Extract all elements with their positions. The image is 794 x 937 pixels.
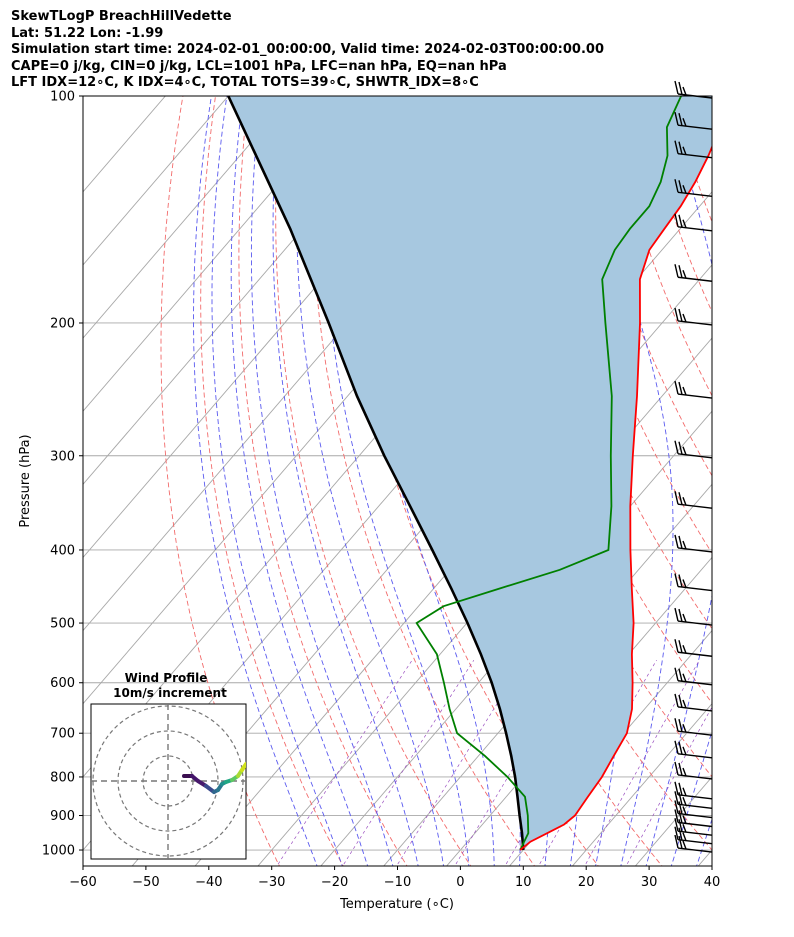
- time-text: Simulation start time: 2024-02-01_00:00:…: [11, 42, 604, 58]
- x-tick-label: 40: [704, 875, 721, 890]
- y-tick-label: 700: [50, 727, 75, 742]
- wind-barbs: [674, 80, 713, 853]
- mixing-ratio-line: [276, 660, 413, 866]
- x-tick-label: −60: [69, 875, 96, 890]
- mixing-ratio-line: [454, 660, 579, 866]
- indices-text-2: LFT IDX=12∘C, K IDX=4∘C, TOTAL TOTS=39∘C…: [11, 75, 479, 91]
- wind-barb: [674, 740, 713, 759]
- mixing-ratio-line: [396, 660, 525, 866]
- wind-barb: [674, 834, 713, 853]
- location-text: Lat: 51.22 Lon: -1.99: [11, 25, 164, 41]
- wind-barb: [674, 607, 713, 626]
- mixing-ratio-line: [584, 660, 700, 866]
- wind-barb: [674, 667, 713, 686]
- wind-barb: [674, 818, 713, 836]
- wind-barb: [674, 264, 713, 282]
- moist-adiabat: [193, 96, 318, 866]
- wind-barb: [674, 639, 713, 657]
- y-tick-label: 500: [50, 617, 75, 632]
- wind-barb: [674, 213, 713, 232]
- wind-barb: [674, 179, 713, 197]
- y-tick-label: 200: [50, 316, 75, 331]
- y-tick-label: 1000: [42, 844, 75, 859]
- x-axis-label: Temperature (∘C): [339, 897, 454, 912]
- isotherm-line: [83, 96, 292, 339]
- dry-adiabat: [238, 96, 408, 866]
- x-tick-label: −40: [195, 875, 222, 890]
- cin-shading: [228, 96, 712, 850]
- wind-barb: [674, 800, 713, 819]
- chart-header: SkewTLogP BreachHillVedette Lat: 51.22 L…: [11, 9, 604, 92]
- moist-adiabat: [211, 96, 343, 866]
- x-tick-label: 0: [456, 875, 464, 890]
- hodograph-segment: [240, 762, 246, 772]
- mixing-ratio-line: [342, 660, 475, 866]
- isotherm-line: [571, 703, 712, 866]
- wind-barb: [674, 791, 713, 809]
- y-tick-label: 800: [50, 770, 75, 785]
- y-tick-label: 100: [50, 90, 75, 105]
- dry-adiabat: [310, 96, 536, 866]
- dewpoint-line: [415, 96, 682, 851]
- wind-barb: [674, 140, 713, 159]
- x-tick-label: 10: [515, 875, 532, 890]
- x-tick-label: −20: [321, 875, 348, 890]
- moist-adiabat: [696, 817, 712, 866]
- x-tick-label: −10: [384, 875, 411, 890]
- wind-barb: [674, 573, 713, 592]
- moist-adiabat: [230, 96, 369, 866]
- moist-adiabat: [295, 96, 444, 866]
- x-tick-label: −30: [258, 875, 285, 890]
- mixing-ratio-line: [504, 660, 626, 866]
- inset-subtitle: 10m/s increment: [113, 686, 227, 700]
- x-tick-label: 20: [578, 875, 595, 890]
- wind-barb: [674, 826, 713, 845]
- y-tick-label: 600: [50, 676, 75, 691]
- wind-barb: [674, 307, 713, 326]
- dry-adiabat: [200, 96, 344, 866]
- dry-adiabat: [275, 96, 472, 866]
- dry-adiabat: [160, 96, 280, 866]
- wind-barb: [674, 718, 713, 736]
- wind-barb: [674, 80, 713, 99]
- wind-barb: [674, 112, 713, 130]
- parcel-profile-line: [227, 96, 525, 851]
- wind-barb: [674, 693, 713, 712]
- isotherm-line: [758, 79, 794, 869]
- wind-barb: [674, 809, 713, 828]
- wind-barb: [674, 761, 713, 780]
- y-axis-label: Pressure (hPa): [18, 434, 33, 527]
- wind-barb: [674, 440, 713, 459]
- y-tick-label: 300: [50, 449, 75, 464]
- inset-title: Wind Profile: [125, 671, 208, 685]
- wind-barb: [674, 534, 713, 553]
- dry-adiabat: [764, 79, 794, 869]
- hodograph-ring: [117, 730, 219, 832]
- y-tick-label: 400: [50, 543, 75, 558]
- y-tick-label: 900: [50, 809, 75, 824]
- wind-profile-inset: Wind Profile 10m/s increment: [90, 671, 247, 860]
- x-tick-label: −50: [132, 875, 159, 890]
- dry-adiabat: [573, 96, 712, 477]
- moist-adiabat: [670, 729, 712, 866]
- dry-adiabat: [703, 96, 712, 124]
- x-tick-label: 30: [641, 875, 658, 890]
- isotherm-line: [320, 410, 712, 866]
- isotherm-line: [697, 849, 712, 866]
- moist-adiabat: [272, 96, 419, 866]
- moist-adiabat: [321, 96, 470, 866]
- isotherm-line: [83, 96, 355, 412]
- dry-adiabat: [732, 79, 794, 869]
- chart-title: SkewTLogP BreachHillVedette: [11, 9, 232, 24]
- isotherm-line: [83, 96, 229, 266]
- indices-text-1: CAPE=0 j/kg, CIN=0 j/kg, LCL=1001 hPa, L…: [11, 58, 507, 74]
- mixing-ratio-line: [625, 706, 712, 866]
- wind-barb: [674, 380, 713, 399]
- wind-barb: [674, 491, 713, 509]
- moist-adiabat: [584, 96, 674, 866]
- moist-adiabat: [250, 96, 394, 866]
- wind-barb: [674, 781, 713, 800]
- isotherm-line: [383, 483, 712, 866]
